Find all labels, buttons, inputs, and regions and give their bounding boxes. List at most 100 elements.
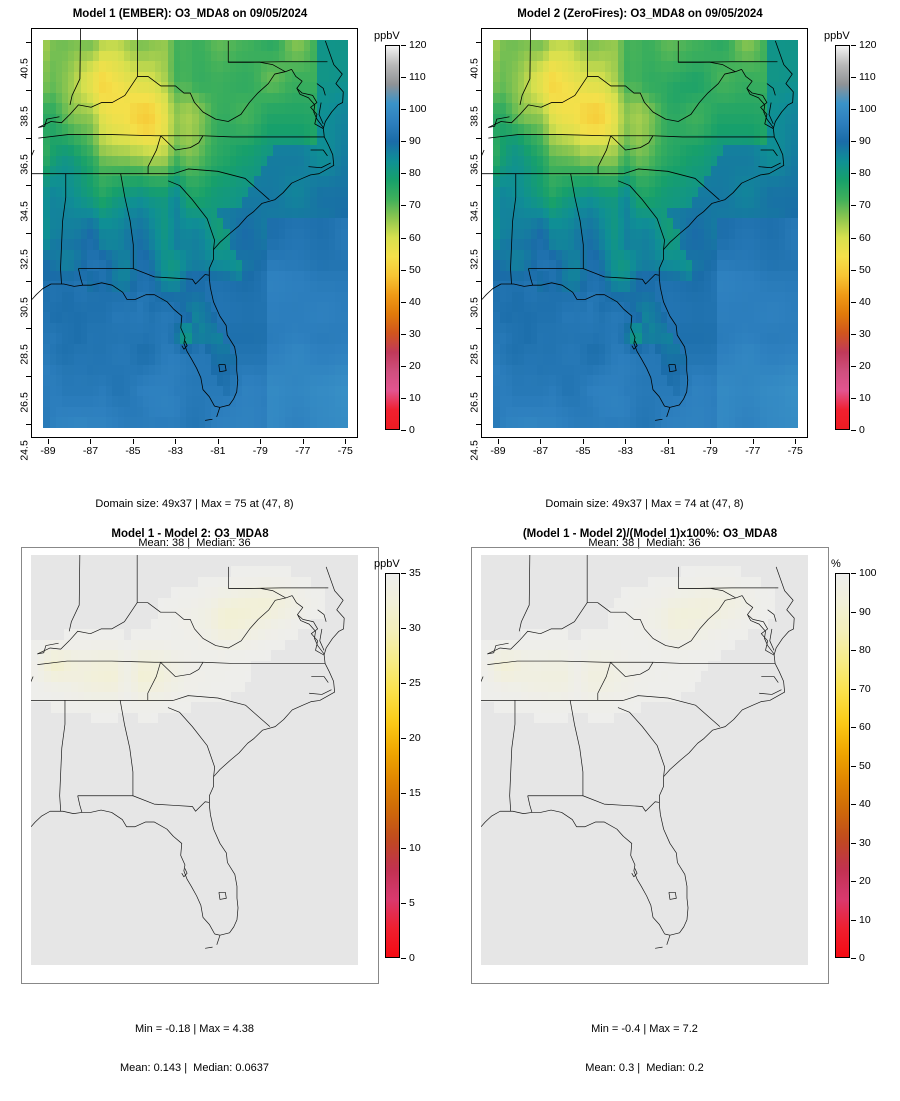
colorbar-tick-label: 5 bbox=[409, 897, 415, 909]
colorbar-tick bbox=[851, 205, 856, 206]
colorbar-tick-label: 30 bbox=[859, 837, 871, 849]
y-tick bbox=[26, 90, 31, 91]
colorbar-tick-label: 60 bbox=[859, 232, 871, 244]
difference-map[interactable] bbox=[31, 555, 358, 965]
colorbar-tick-label: 90 bbox=[409, 135, 421, 147]
map-boundary-line bbox=[768, 610, 776, 622]
colorbar-tick-label: 100 bbox=[409, 103, 427, 115]
colorbar-tick bbox=[851, 573, 856, 574]
colorbar-tick-label: 30 bbox=[859, 328, 871, 340]
y-tick bbox=[476, 185, 481, 186]
difference-stats-line1: Min = -0.18 | Max = 4.38 bbox=[31, 1023, 358, 1036]
map-boundary-line bbox=[655, 947, 662, 948]
y-tick bbox=[26, 281, 31, 282]
x-tick-label: -81 bbox=[210, 445, 225, 457]
percent-difference-map[interactable] bbox=[481, 555, 808, 965]
y-tick-label: 28.5 bbox=[468, 345, 480, 365]
colorbar-tick bbox=[401, 683, 406, 684]
map-boundary-line bbox=[219, 892, 226, 899]
x-tick-label: -81 bbox=[660, 445, 675, 457]
map-boundary-line bbox=[60, 700, 65, 811]
y-tick-label: 30.5 bbox=[18, 297, 30, 317]
map-boundary-line bbox=[655, 419, 662, 420]
map-boundary-line bbox=[742, 596, 753, 615]
x-tick bbox=[260, 439, 261, 444]
map-boundary-line bbox=[209, 137, 334, 288]
x-tick bbox=[625, 439, 626, 444]
percent-difference-stats: Min = -0.4 | Max = 7.2 Mean: 0.3 | Media… bbox=[481, 997, 808, 1101]
x-tick-label: -79 bbox=[703, 445, 718, 457]
colorbar-tick bbox=[851, 45, 856, 46]
colorbar-tick-label: 20 bbox=[409, 360, 421, 372]
map-boundary-line bbox=[487, 603, 644, 654]
colorbar-tick-label: 60 bbox=[409, 232, 421, 244]
colorbar-tick-label: 70 bbox=[859, 199, 871, 211]
colorbar-tick bbox=[851, 689, 856, 690]
x-tick bbox=[583, 439, 584, 444]
map-boundary-line bbox=[667, 935, 670, 945]
x-tick bbox=[345, 439, 346, 444]
x-tick bbox=[175, 439, 176, 444]
map-boundary-line bbox=[770, 629, 774, 650]
x-tick-label: -79 bbox=[253, 445, 268, 457]
map-boundary-line bbox=[133, 796, 209, 811]
map-boundary-line bbox=[669, 365, 676, 372]
map-boundary-line bbox=[161, 662, 203, 676]
y-tick bbox=[476, 281, 481, 282]
colorbar-tick-label: 20 bbox=[859, 875, 871, 887]
y-tick-label: 26.5 bbox=[468, 392, 480, 412]
panel-percent-difference: (Model 1 - Model 2)/(Model 1)x100%: O3_M… bbox=[450, 510, 900, 1045]
difference-stats: Min = -0.18 | Max = 4.38 Mean: 0.143 | M… bbox=[31, 997, 358, 1101]
map-boundary-line bbox=[510, 700, 515, 811]
difference-coastline-overlay bbox=[31, 555, 358, 965]
colorbar-tick bbox=[401, 738, 406, 739]
map-boundary-line bbox=[488, 135, 610, 139]
colorbar-tick bbox=[851, 366, 856, 367]
x-tick-label: -75 bbox=[338, 445, 353, 457]
map-boundary-line bbox=[311, 677, 328, 683]
map-boundary-line bbox=[678, 567, 735, 598]
y-tick bbox=[476, 90, 481, 91]
colorbar-tick bbox=[401, 398, 406, 399]
map-boundary-line bbox=[210, 288, 237, 408]
colorbar-tick-label: 110 bbox=[859, 71, 876, 83]
y-tick bbox=[476, 138, 481, 139]
panel-model1: Model 1 (EMBER): O3_MDA8 on 09/05/2024 2… bbox=[0, 0, 450, 500]
map-boundary-line bbox=[78, 269, 82, 286]
map-boundary-line bbox=[32, 150, 34, 186]
x-tick bbox=[48, 439, 49, 444]
map-boundary-line bbox=[660, 815, 688, 935]
map-boundary-line bbox=[481, 677, 483, 713]
x-tick bbox=[218, 439, 219, 444]
colorbar-tick bbox=[851, 958, 856, 959]
colorbar-tick-label: 50 bbox=[859, 760, 871, 772]
colorbar-tick bbox=[401, 238, 406, 239]
map-boundary-line bbox=[659, 663, 784, 814]
map-boundary-line bbox=[769, 103, 773, 124]
colorbar-tick-label: 0 bbox=[409, 952, 415, 964]
x-tick bbox=[710, 439, 711, 444]
map-boundary-line bbox=[598, 662, 611, 700]
colorbar-tick-label: 80 bbox=[859, 644, 871, 656]
map-boundary-line bbox=[69, 555, 80, 631]
colorbar-tick-label: 70 bbox=[409, 199, 421, 211]
colorbar-tick bbox=[401, 45, 406, 46]
model2-map[interactable] bbox=[481, 28, 808, 438]
colorbar-tick bbox=[851, 302, 856, 303]
map-boundary-line bbox=[205, 419, 212, 420]
colorbar-tick bbox=[401, 430, 406, 431]
colorbar-tick-label: 10 bbox=[409, 842, 421, 854]
colorbar-tick-label: 100 bbox=[859, 103, 877, 115]
panel-model2-title: Model 2 (ZeroFires): O3_MDA8 on 09/05/20… bbox=[450, 8, 830, 20]
y-tick-label: 38.5 bbox=[468, 106, 480, 126]
map-boundary-line bbox=[292, 69, 303, 88]
model1-map[interactable] bbox=[31, 28, 358, 438]
map-boundary-line bbox=[309, 690, 331, 695]
x-tick bbox=[540, 439, 541, 444]
colorbar-tick bbox=[401, 848, 406, 849]
